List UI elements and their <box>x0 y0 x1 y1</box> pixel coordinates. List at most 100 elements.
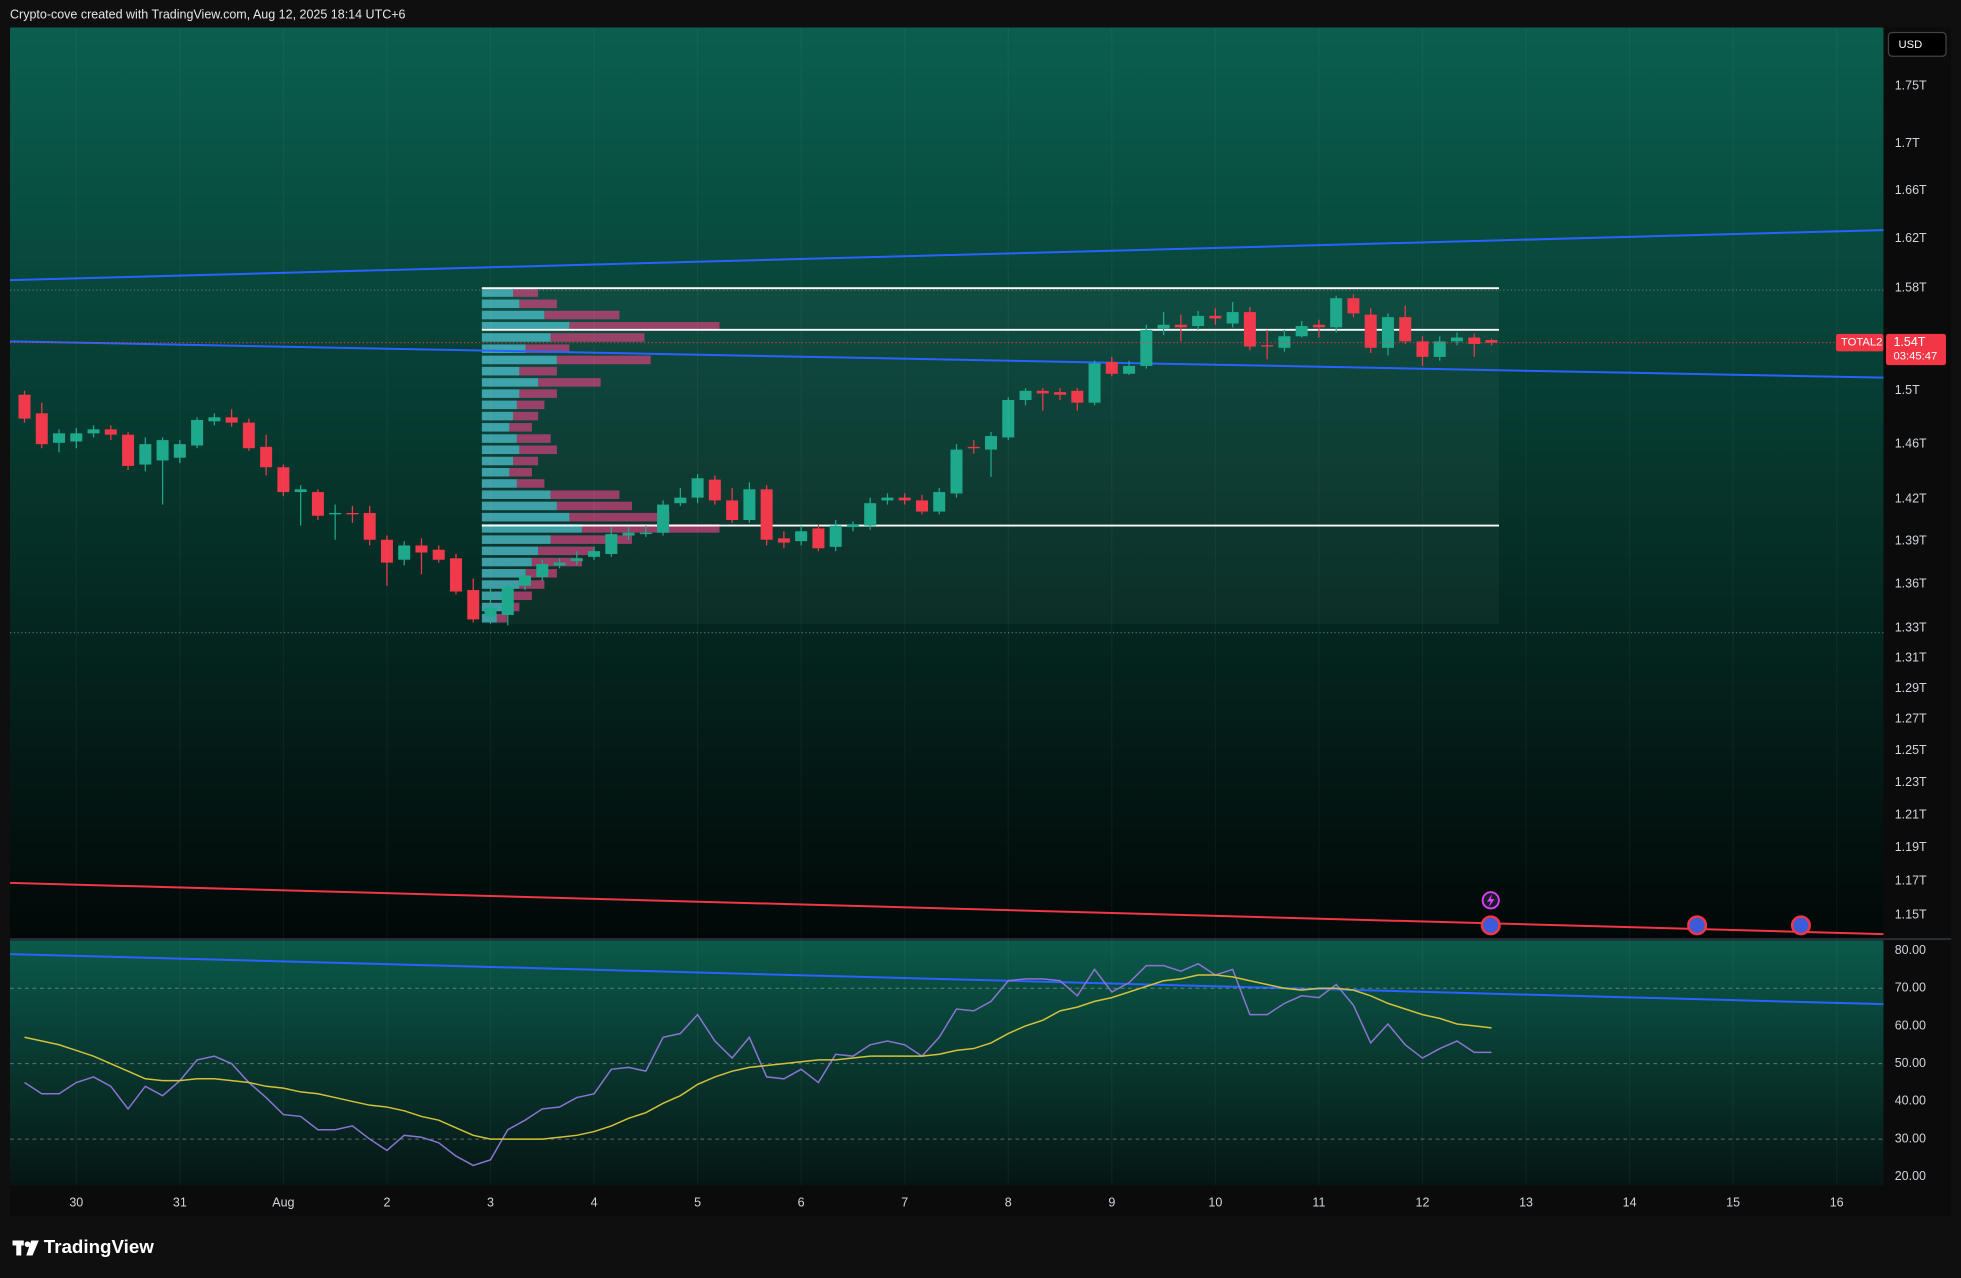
y-tick-label: 1.21T <box>1895 807 1927 821</box>
candle-body <box>743 489 756 520</box>
profile-up <box>481 569 526 578</box>
y-tick-label: 1.39T <box>1895 533 1927 547</box>
profile-up <box>481 355 557 365</box>
candle-body <box>173 444 186 458</box>
candle-body <box>1174 324 1187 328</box>
x-tick-label: 4 <box>591 1195 598 1209</box>
event-icon[interactable] <box>1480 915 1501 936</box>
candle-body <box>1071 390 1084 403</box>
event-icon[interactable] <box>1790 915 1811 936</box>
x-tick-label: 15 <box>1726 1195 1740 1209</box>
profile-up <box>481 310 545 320</box>
x-tick-label: 31 <box>173 1195 187 1209</box>
candle-body <box>1261 345 1274 347</box>
profile-up <box>481 613 497 623</box>
candle-body <box>881 497 894 501</box>
x-tick-label: 12 <box>1416 1195 1430 1209</box>
candle-body <box>1123 365 1136 374</box>
candle-body <box>260 446 273 468</box>
candle-body <box>398 545 411 560</box>
candle-body <box>449 558 462 592</box>
profile-up <box>481 389 520 398</box>
profile-down <box>509 467 532 477</box>
candle-body <box>950 449 963 494</box>
candle-body <box>708 479 721 501</box>
currency-badge[interactable] <box>1887 31 1947 57</box>
y-tick-label: 1.75T <box>1895 79 1927 93</box>
candle-body <box>139 444 152 465</box>
candle-body <box>484 607 497 617</box>
profile-up <box>481 333 551 342</box>
profile-up <box>481 546 539 556</box>
x-tick-label: 13 <box>1519 1195 1533 1209</box>
profile-down <box>516 479 545 488</box>
profile-up <box>481 400 517 410</box>
candle-body <box>657 504 670 533</box>
candle-body <box>795 531 808 542</box>
trendline <box>9 229 1884 282</box>
candle-body <box>674 497 687 504</box>
profile-up <box>481 557 532 567</box>
profile-down <box>513 591 532 601</box>
y-tick-label: 1.23T <box>1895 775 1927 789</box>
y-tick-label: 1.19T <box>1895 840 1927 854</box>
candle-body <box>519 575 532 586</box>
candle-body <box>191 419 204 446</box>
candle-body <box>1105 362 1118 374</box>
event-icons <box>1480 891 1811 936</box>
rsi-tick-label: 50.00 <box>1895 1056 1926 1070</box>
y-tick-label: 1.27T <box>1895 712 1927 726</box>
candles <box>18 294 1498 626</box>
x-tick-label: 30 <box>69 1195 83 1209</box>
candle-body <box>1295 326 1308 337</box>
rsi-pane <box>10 940 1884 1186</box>
profile-up <box>481 580 520 589</box>
profile-up <box>481 591 514 601</box>
event-icon[interactable] <box>1687 915 1708 936</box>
candle-body <box>1054 392 1067 395</box>
profile-down <box>525 344 570 353</box>
y-tick-label: 1.46T <box>1895 436 1927 450</box>
price-tag <box>1885 333 1946 366</box>
axes: 1.75T 1.7T 1.66T 1.62T 1.58T 1.5T 1.46T 1.42T 1.… <box>10 27 1946 1209</box>
rsi-tick-label: 60.00 <box>1895 1018 1926 1032</box>
candle-body <box>346 512 359 515</box>
x-tick-label: 7 <box>901 1195 908 1209</box>
y-tick-label: 1.42T <box>1895 491 1927 505</box>
x-tick-label: 5 <box>694 1195 701 1209</box>
x-tick-label: 14 <box>1623 1195 1637 1209</box>
profile-up <box>481 501 557 511</box>
profile-down <box>509 423 532 432</box>
logo-shape <box>16 1240 22 1256</box>
candle-body <box>588 551 601 557</box>
candle-body <box>760 489 773 540</box>
price-pane <box>10 27 1884 938</box>
candle-body <box>1485 340 1498 343</box>
trendline <box>9 340 1884 379</box>
candle-body <box>70 433 83 442</box>
x-tick-label: 3 <box>487 1195 494 1209</box>
x-tick-label: 10 <box>1208 1195 1222 1209</box>
y-tick-label: 1.17T <box>1895 874 1927 888</box>
profile-down <box>516 434 551 443</box>
profile-up <box>481 288 514 297</box>
header-title: Crypto-cove created with TradingView.com… <box>10 7 406 21</box>
profile-up <box>481 411 514 421</box>
candle-body <box>915 500 928 512</box>
y-tick-label: 1.33T <box>1895 621 1927 635</box>
rsi-tick-label: 20.00 <box>1895 1169 1926 1183</box>
profile-down <box>569 512 670 522</box>
rsi-tick-label: 40.00 <box>1895 1094 1926 1108</box>
profile-up <box>481 321 570 331</box>
profile-up <box>481 378 539 387</box>
rsi-tick-label: 30.00 <box>1895 1131 1926 1145</box>
profile-down <box>513 456 539 466</box>
candle-body <box>553 562 566 566</box>
profile-down <box>519 445 557 455</box>
candle-body <box>104 429 117 435</box>
candle-body <box>415 545 428 553</box>
candle-body <box>1312 324 1325 328</box>
candle-body <box>1450 337 1463 342</box>
y-tick-label: 1.29T <box>1895 681 1927 695</box>
